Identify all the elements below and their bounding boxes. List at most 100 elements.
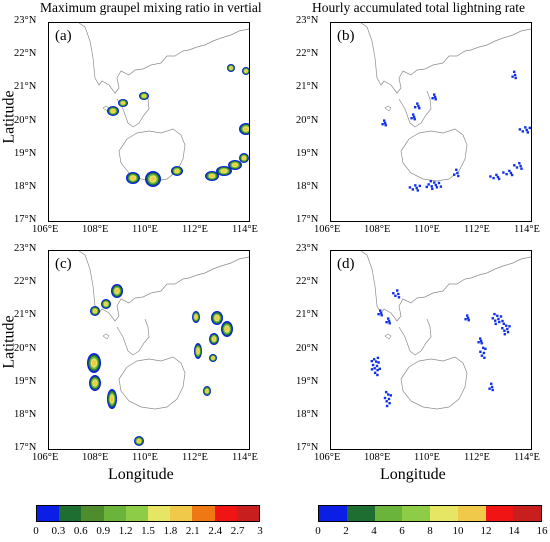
lightning-dot	[427, 183, 430, 186]
graupel-contour	[150, 176, 156, 182]
colorbar-right	[318, 505, 542, 522]
panel-d: (d)	[330, 250, 532, 450]
lightning-dot	[508, 325, 511, 328]
lightning-dot	[505, 324, 508, 327]
colorbar-swatch	[346, 506, 375, 521]
lightning-dot	[408, 186, 412, 189]
lat-tick-label: 20°N	[14, 114, 37, 126]
graupel-contour	[104, 302, 108, 306]
lightning-dot	[387, 319, 391, 323]
lightning-dot	[509, 171, 513, 175]
colorbar-swatch	[170, 506, 193, 521]
lightning-dot	[397, 296, 401, 299]
colorbar-swatch	[236, 506, 260, 521]
lightning-dot	[376, 368, 379, 372]
panel-a: (a)	[48, 22, 250, 222]
lon-tick-label: 106°E	[32, 452, 59, 463]
lightning-dot	[437, 181, 441, 185]
lightning-dot	[521, 130, 524, 133]
lightning-dot	[479, 337, 482, 340]
coastline	[360, 251, 531, 322]
lightning-dot	[412, 113, 415, 116]
coastline	[78, 23, 249, 94]
graupel-contour	[209, 174, 215, 178]
lightning-dot	[497, 317, 500, 321]
lightning-dot	[418, 184, 421, 188]
lat-tick-label: 21°N	[296, 309, 319, 321]
lightning-dot	[433, 93, 436, 96]
lightning-dot	[435, 186, 439, 189]
colorbar-label: 0	[33, 525, 39, 537]
lightning-dot	[494, 319, 497, 322]
lightning-dot	[378, 367, 381, 370]
lightning-dot	[502, 171, 505, 174]
graupel-contour	[115, 288, 119, 294]
lightning-dot	[384, 124, 387, 127]
lightning-dot	[381, 123, 384, 126]
lightning-dot	[526, 131, 529, 134]
lightning-dot	[528, 126, 531, 130]
lightning-dot	[379, 311, 383, 315]
hainan-coastline	[118, 128, 186, 182]
lightning-dot	[373, 367, 376, 370]
panel-label-d: (d)	[337, 256, 355, 272]
graupel-contour	[212, 337, 216, 341]
lightning-dot	[414, 184, 417, 187]
lightning-dot	[482, 346, 485, 350]
lightning-dot	[376, 373, 379, 377]
lon-tick-label: 108°E	[364, 452, 391, 463]
right-title: Hourly accumulated total lightning rate	[312, 0, 525, 15]
lightning-dot	[502, 322, 505, 325]
panel-b: (b)	[330, 22, 532, 222]
lightning-dot	[506, 327, 509, 331]
map-b	[360, 23, 531, 192]
lightning-dot	[394, 294, 397, 297]
lon-tick-label: 110°E	[132, 452, 158, 463]
hainan-coastline	[400, 128, 468, 182]
lightning-dot	[484, 347, 487, 351]
lightning-dot	[511, 75, 514, 78]
panel-label-c: (c)	[55, 256, 72, 272]
lightning-dot	[375, 360, 378, 363]
colorbar-label: 14	[508, 525, 520, 537]
lat-tick-label: 18°N	[14, 181, 37, 192]
lon-tick-label: 114°E	[232, 452, 258, 463]
lightning-dot	[510, 173, 514, 177]
hainan-coastline	[400, 356, 468, 410]
panel-c: (c)	[48, 250, 250, 450]
lat-tick-label: 22°N	[14, 276, 37, 288]
lightning-dot	[431, 97, 434, 100]
graupel-contour	[225, 326, 229, 332]
lightning-dot	[524, 126, 527, 129]
lightning-dot	[379, 309, 382, 312]
lat-tick-label: 17°N	[14, 442, 37, 454]
lon-tick-label: 106°E	[314, 452, 341, 463]
graupel-contour	[242, 156, 246, 160]
coastline-leizhou	[116, 90, 150, 128]
colorbar-label: 4	[371, 525, 377, 537]
lightning-dot	[434, 98, 437, 101]
lightning-dot	[385, 321, 388, 324]
lightning-dot	[492, 176, 495, 180]
lightning-dot	[388, 402, 391, 405]
island	[384, 333, 392, 340]
lightning-dot	[519, 164, 522, 168]
lat-tick-label: 17°N	[296, 214, 319, 226]
graupel-contour	[232, 163, 238, 167]
lightning-dot	[385, 404, 389, 408]
lon-tick-label: 108°E	[364, 224, 391, 235]
lat-tick-label: 20°N	[296, 342, 319, 354]
lightning-dot	[467, 319, 470, 322]
graupel-contour	[93, 309, 97, 313]
lightning-dot	[513, 70, 516, 73]
lat-tick-label: 22°N	[14, 48, 37, 60]
colorbar-swatch	[81, 506, 104, 521]
lightning-dot	[483, 356, 486, 359]
lon-tick-label: 106°E	[32, 224, 59, 235]
coastline-leizhou	[398, 90, 432, 128]
colorbar-label: 10	[452, 525, 464, 537]
lightning-dot	[488, 387, 491, 390]
lightning-dot	[373, 371, 377, 374]
lightning-dot	[389, 394, 392, 397]
lon-tick-label: 112°E	[464, 452, 490, 463]
